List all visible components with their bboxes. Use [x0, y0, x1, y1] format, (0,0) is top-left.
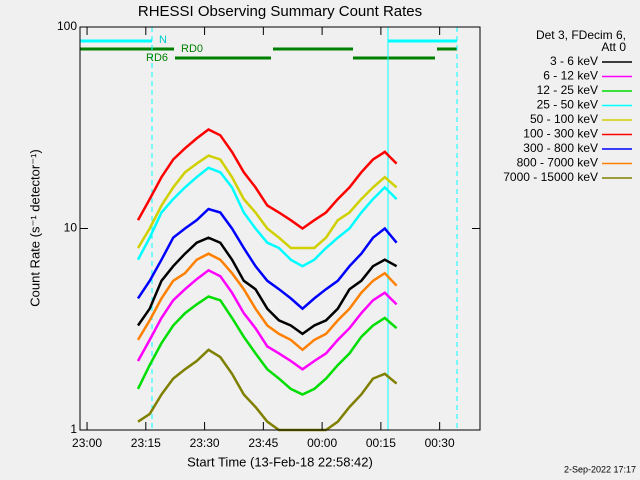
- series-line: [136, 207, 398, 311]
- y-axis-label: Count Rate (s⁻¹ detector⁻¹): [27, 149, 42, 307]
- y-tick-label: 1: [70, 422, 77, 436]
- series-line: [136, 295, 398, 396]
- y-tick-label: 10: [64, 221, 78, 235]
- legend-label: 7000 - 15000 keV: [503, 170, 598, 184]
- annotation: RD0: [181, 43, 203, 55]
- legend-title: Att 0: [601, 40, 626, 54]
- y-tick-label: 100: [57, 19, 77, 33]
- chart-title: RHESSI Observing Summary Count Rates: [138, 3, 422, 20]
- legend-label: 300 - 800 keV: [523, 141, 598, 155]
- series-line: [136, 128, 398, 231]
- x-axis-label: Start Time (13-Feb-18 22:58:42): [187, 454, 373, 469]
- legend-label: 3 - 6 keV: [550, 54, 598, 68]
- plot-frame: [79, 26, 481, 431]
- footer: 2-Sep-2022 17:17: [564, 464, 636, 474]
- series-line: [137, 348, 398, 432]
- x-tick-label: 23:00: [72, 436, 102, 450]
- legend-title: Det 3, FDecim 6,: [536, 28, 626, 42]
- series-line: [136, 236, 398, 336]
- annotation: RD6: [146, 52, 168, 64]
- annotation: N: [159, 34, 167, 46]
- legend-label: 12 - 25 keV: [537, 83, 598, 97]
- x-tick-label: 00:30: [425, 436, 455, 450]
- legend-label: 6 - 12 keV: [543, 69, 598, 83]
- x-tick-label: 23:15: [131, 436, 161, 450]
- series-line: [136, 252, 398, 352]
- x-tick-label: 00:00: [307, 436, 337, 450]
- x-tick-label: 23:30: [190, 436, 220, 450]
- x-tick-label: 00:15: [366, 436, 396, 450]
- legend-label: 100 - 300 keV: [523, 127, 598, 141]
- plot-area: [136, 128, 398, 432]
- legend-label: 25 - 50 keV: [537, 98, 598, 112]
- series-line: [136, 154, 398, 250]
- legend-label: 800 - 7000 keV: [517, 156, 598, 170]
- series-line: [136, 268, 398, 371]
- x-tick-label: 23:45: [248, 436, 278, 450]
- legend-label: 50 - 100 keV: [530, 112, 598, 126]
- series-line: [136, 166, 398, 268]
